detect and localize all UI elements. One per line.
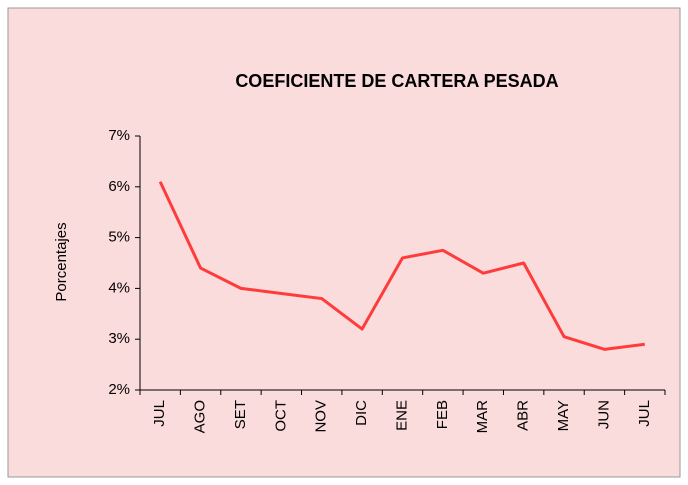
x-tick-label: MAR <box>474 400 491 434</box>
x-tick-label: FEB <box>434 400 451 429</box>
x-tick-label: OCT <box>272 400 289 432</box>
x-tick-label: NOV <box>313 400 330 433</box>
x-tick-label: JUL <box>151 400 168 427</box>
x-tick-label: ENE <box>393 400 410 431</box>
x-tick-label: JUN <box>595 400 612 429</box>
y-tick-label: 4% <box>108 279 130 296</box>
y-tick-label: 5% <box>108 229 130 246</box>
y-tick-label: 3% <box>108 330 130 347</box>
line-series <box>158 181 645 351</box>
x-tick-label: DIC <box>353 400 370 426</box>
y-tick-label: 7% <box>108 127 130 144</box>
y-tick-label: 6% <box>108 178 130 195</box>
y-tick-label: 2% <box>108 381 130 398</box>
chart-background <box>7 7 681 478</box>
x-tick-label: AGO <box>192 400 209 433</box>
x-tick-label: MAY <box>555 400 572 431</box>
chart-title: COEFICIENTE DE CARTERA PESADA <box>235 71 558 91</box>
x-tick-label: ABR <box>515 400 532 431</box>
x-tick-label: SET <box>232 400 249 429</box>
y-axis-label: Porcentajes <box>53 222 70 301</box>
x-tick-label: JUL <box>636 400 653 427</box>
